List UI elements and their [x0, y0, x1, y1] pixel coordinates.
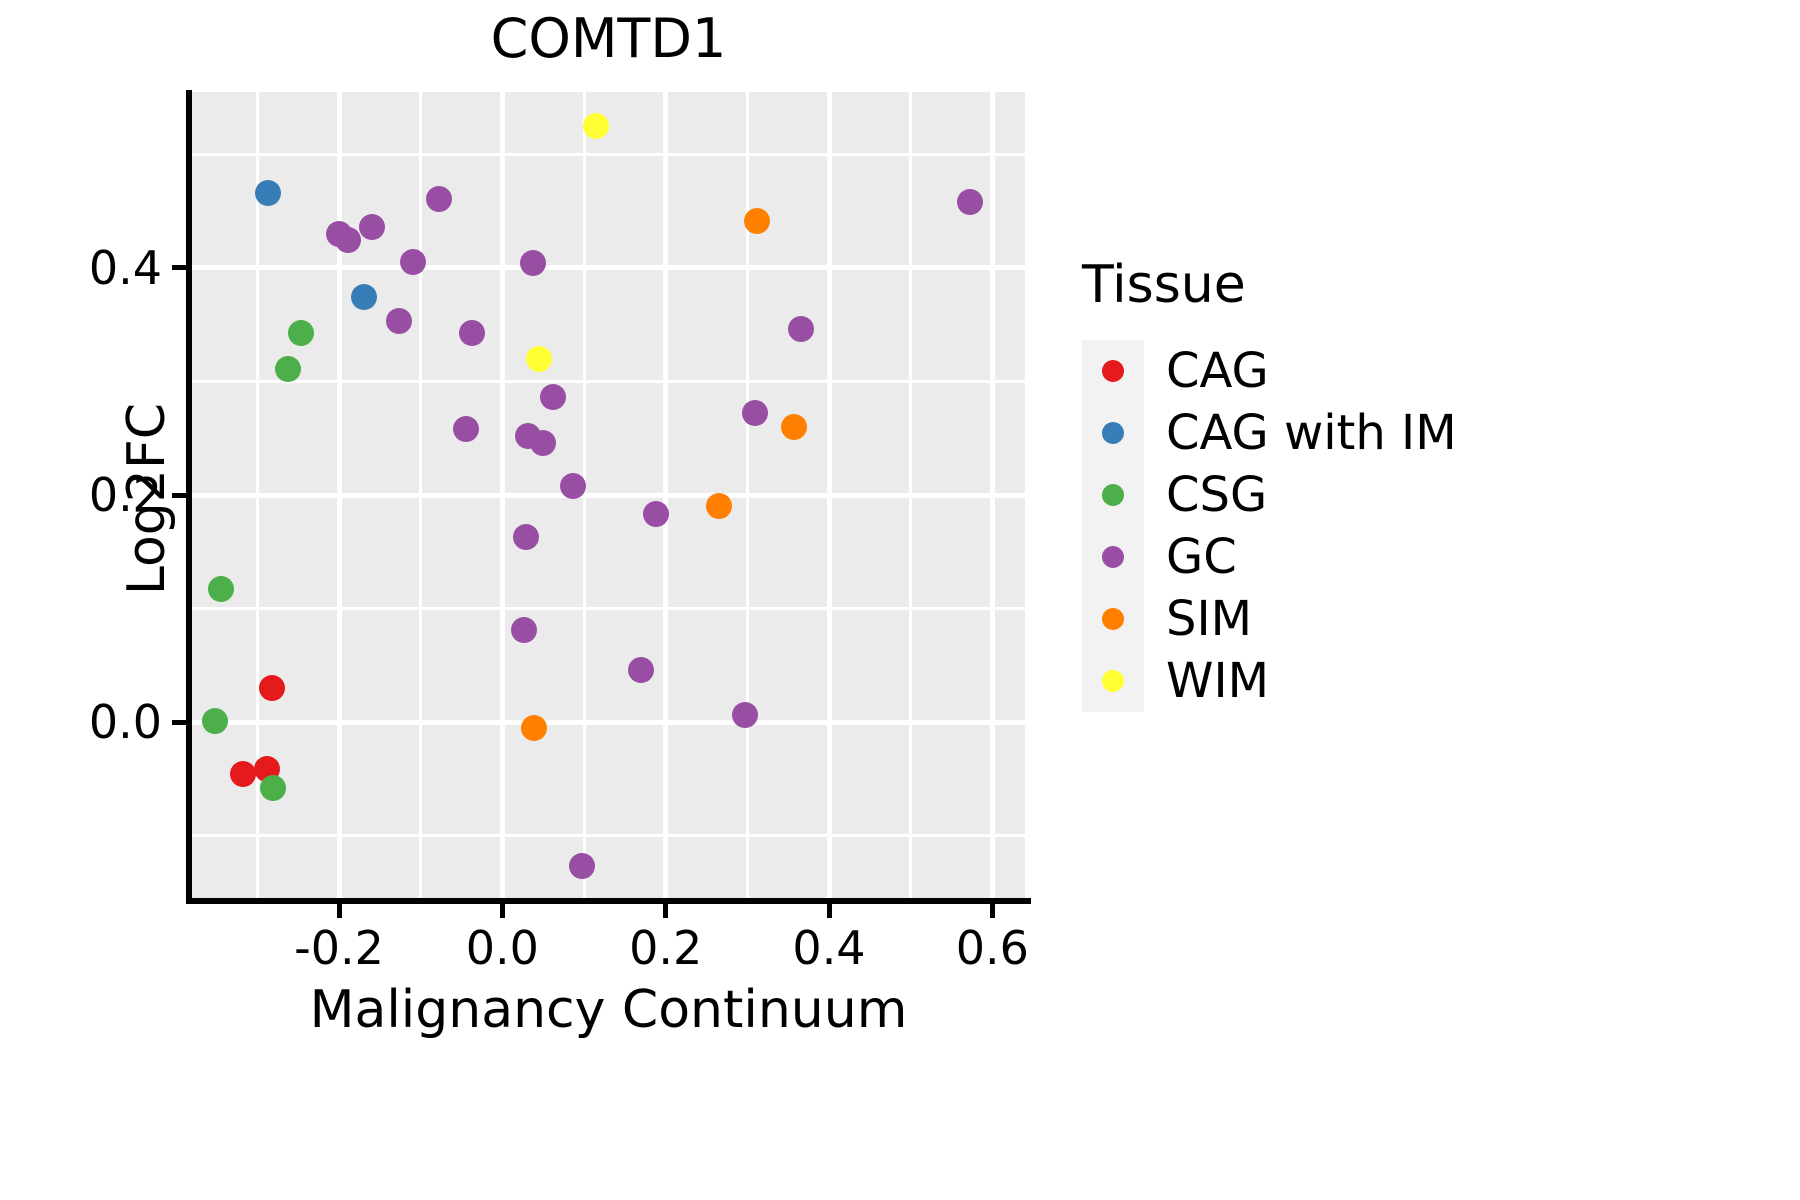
x-axis-tick-label: -0.2 — [294, 921, 384, 975]
x-axis-tick-label: 0.2 — [629, 921, 703, 975]
x-axis-tick-mark — [826, 904, 832, 918]
y-axis-tick-label: 0.0 — [88, 695, 162, 750]
data-point — [459, 319, 486, 346]
x-axis-tick-label: 0.4 — [792, 921, 866, 975]
plot-panel — [192, 92, 1025, 898]
data-point — [426, 185, 453, 212]
y-axis-tick-label: 0.4 — [88, 240, 162, 295]
data-point — [201, 707, 228, 734]
legend-key-swatch — [1082, 526, 1144, 588]
data-point — [705, 493, 732, 520]
data-point — [744, 208, 771, 235]
data-point — [259, 674, 286, 701]
data-point — [254, 180, 281, 207]
legend-item-sim[interactable]: SIM — [1082, 588, 1782, 650]
data-point — [526, 345, 553, 372]
data-point — [510, 617, 537, 644]
data-point — [731, 702, 758, 729]
gridline-minor-horizontal — [192, 379, 1025, 383]
y-axis-line — [186, 90, 192, 900]
data-point — [452, 416, 479, 443]
legend: Tissue CAG CAG with IM CSG GC SIM WIM — [1082, 256, 1782, 712]
legend-item-label: CSG — [1166, 467, 1268, 523]
x-axis-tick-mark — [499, 904, 505, 918]
data-point — [530, 429, 557, 456]
legend-key-swatch — [1082, 464, 1144, 526]
data-point — [957, 189, 984, 216]
data-point — [275, 355, 302, 382]
legend-color-dot-icon — [1102, 360, 1124, 382]
data-point — [287, 319, 314, 346]
legend-key-swatch — [1082, 340, 1144, 402]
data-point — [358, 214, 385, 241]
data-point — [539, 384, 566, 411]
x-axis-tick-mark — [663, 904, 669, 918]
page-title: COMTD1 — [490, 7, 727, 70]
y-axis-title: Log2FC — [117, 402, 177, 596]
x-axis-tick-mark — [336, 904, 342, 918]
data-point — [788, 316, 815, 343]
legend-color-dot-icon — [1102, 422, 1124, 444]
legend-title: Tissue — [1082, 255, 1246, 315]
data-point — [513, 524, 540, 550]
data-point — [568, 853, 595, 880]
legend-item-gc[interactable]: GC — [1082, 526, 1782, 588]
legend-item-label: SIM — [1166, 591, 1253, 647]
legend-item-label: CAG with IM — [1166, 405, 1457, 461]
legend-item-csg[interactable]: CSG — [1082, 464, 1782, 526]
legend-color-dot-icon — [1102, 546, 1124, 568]
gridline-minor-horizontal — [192, 152, 1025, 156]
data-point — [229, 761, 256, 788]
data-point — [583, 113, 610, 140]
legend-item-label: GC — [1166, 529, 1237, 585]
legend-key-swatch — [1082, 588, 1144, 650]
legend-color-dot-icon — [1102, 484, 1124, 506]
legend-items: CAG CAG with IM CSG GC SIM WIM — [1082, 340, 1782, 712]
data-point — [350, 284, 377, 311]
y-axis-tick-mark — [172, 265, 186, 271]
legend-item-wim[interactable]: WIM — [1082, 650, 1782, 712]
data-point — [334, 226, 361, 253]
data-point — [741, 400, 768, 427]
data-point — [259, 774, 286, 801]
data-point — [780, 413, 807, 440]
legend-item-cag-with-im[interactable]: CAG with IM — [1082, 402, 1782, 464]
x-axis-tick-mark — [989, 904, 995, 918]
x-axis-tick-label: 0.0 — [465, 921, 539, 975]
gridline-major-horizontal — [192, 265, 1025, 271]
gridline-major-horizontal — [192, 492, 1025, 498]
legend-item-cag[interactable]: CAG — [1082, 340, 1782, 402]
legend-key-swatch — [1082, 402, 1144, 464]
data-point — [642, 501, 669, 528]
gridline-minor-horizontal — [192, 607, 1025, 611]
legend-key-swatch — [1082, 650, 1144, 712]
data-point — [628, 656, 655, 683]
y-axis-tick-mark — [172, 719, 186, 725]
x-axis-line — [186, 898, 1031, 904]
data-point — [207, 576, 234, 603]
y-axis-tick-mark — [172, 492, 186, 498]
gridline-minor-horizontal — [192, 834, 1025, 838]
data-point — [521, 714, 548, 741]
y-axis-tick-label: 0.2 — [88, 468, 162, 522]
data-point — [399, 249, 426, 276]
x-axis-tick-label: 0.6 — [955, 921, 1029, 975]
legend-item-label: WIM — [1166, 653, 1270, 709]
legend-item-label: CAG — [1166, 343, 1269, 399]
gridline-major-horizontal — [192, 719, 1025, 725]
data-point — [386, 308, 413, 335]
legend-color-dot-icon — [1102, 670, 1124, 692]
x-axis-title: Malignancy Continuum — [309, 980, 908, 1040]
data-point — [560, 472, 587, 499]
data-point — [519, 250, 546, 277]
legend-color-dot-icon — [1102, 608, 1124, 630]
